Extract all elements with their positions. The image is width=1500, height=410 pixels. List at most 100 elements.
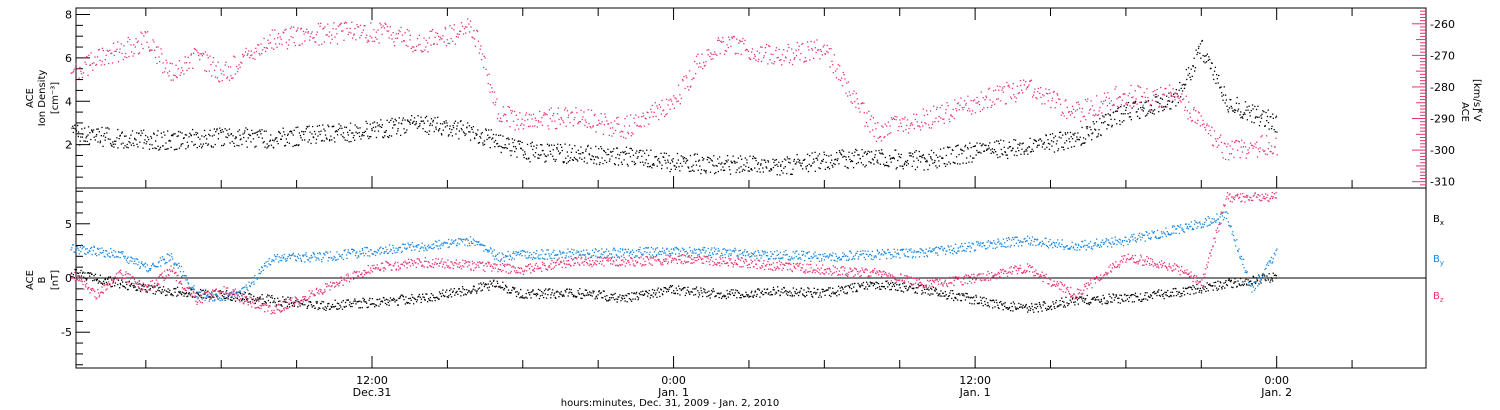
bx-point xyxy=(368,299,370,301)
velocity-vx-point xyxy=(748,57,750,59)
bx-point xyxy=(763,288,766,290)
bx-point xyxy=(492,280,495,282)
bx-point xyxy=(822,288,824,291)
velocity-vx-point xyxy=(1229,153,1231,155)
bx-point xyxy=(703,291,705,293)
velocity-vx-point xyxy=(665,98,668,101)
ion-density-point xyxy=(831,164,833,167)
velocity-vx-point xyxy=(91,63,94,65)
ion-density-point xyxy=(801,162,803,164)
by-point xyxy=(80,244,83,246)
bx-point xyxy=(1021,307,1024,309)
ion-density-point xyxy=(790,173,792,175)
ion-density-point xyxy=(786,172,788,175)
bx-point xyxy=(448,295,450,297)
velocity-vx-point xyxy=(1211,126,1213,128)
velocity-vx-point xyxy=(449,25,451,27)
velocity-vx-point xyxy=(879,136,881,138)
bx-point xyxy=(190,288,192,290)
ion-density-point xyxy=(1099,118,1101,120)
ion-density-point xyxy=(1051,145,1053,147)
by-point xyxy=(211,292,213,294)
velocity-vx-point xyxy=(532,113,535,115)
ion-density-point xyxy=(184,134,186,136)
bx-point xyxy=(456,290,458,293)
bx-point xyxy=(217,298,219,300)
ion-density-point xyxy=(356,126,358,128)
velocity-vx-point xyxy=(221,80,223,82)
ion-density-point xyxy=(1034,140,1037,142)
ion-density-point xyxy=(504,144,506,146)
bx-point xyxy=(679,288,681,290)
ion-density-point xyxy=(886,165,888,167)
ion-density-point xyxy=(182,137,185,140)
bx-point xyxy=(818,296,820,298)
velocity-vx-point xyxy=(1004,103,1007,105)
bx-point xyxy=(465,294,467,296)
velocity-vx-point xyxy=(258,44,260,46)
ion-density-point xyxy=(727,159,729,161)
velocity-vx-point xyxy=(1090,108,1092,110)
bx-point xyxy=(673,290,675,292)
bx-point xyxy=(1021,306,1023,308)
velocity-vx-point xyxy=(788,62,791,64)
by-point xyxy=(85,253,87,256)
bx-point xyxy=(1083,301,1086,303)
ion-density-point xyxy=(320,140,323,142)
ion-density-point xyxy=(209,135,211,137)
ion-density-point xyxy=(950,153,952,155)
ion-density-point xyxy=(449,125,451,127)
ion-density-point xyxy=(1100,134,1102,137)
bx-point xyxy=(481,289,484,291)
bx-point xyxy=(239,292,241,294)
ion-density-point xyxy=(1151,109,1153,111)
ion-density-point xyxy=(927,168,929,171)
bx-point xyxy=(1012,310,1014,312)
ion-density-point xyxy=(949,146,951,148)
velocity-vx-point xyxy=(205,70,208,73)
ion-density-point xyxy=(1211,62,1213,64)
bx-point xyxy=(849,287,851,289)
bx-point xyxy=(652,296,654,298)
ion-density-point xyxy=(556,147,558,149)
ion-density-point xyxy=(151,144,153,146)
velocity-vx-point xyxy=(1084,99,1087,101)
ion-density-point xyxy=(398,117,400,119)
ion-density-point xyxy=(653,164,655,166)
by-point xyxy=(75,250,77,253)
velocity-vx-point xyxy=(1017,92,1019,95)
velocity-vx-point xyxy=(117,41,119,43)
bx-point xyxy=(83,276,85,278)
ion-density-point xyxy=(1131,107,1133,109)
velocity-vx-point xyxy=(590,127,592,129)
ion-density-point xyxy=(234,137,236,140)
velocity-vx-point xyxy=(1104,99,1107,101)
ion-density-point xyxy=(986,148,988,150)
bx-point xyxy=(387,299,389,301)
bx-point xyxy=(92,280,94,282)
ion-density-point xyxy=(168,139,170,142)
ion-density-point xyxy=(142,147,144,149)
velocity-vx-point xyxy=(361,31,363,34)
ion-density-point xyxy=(128,141,130,143)
bx-point xyxy=(968,296,970,299)
velocity-vx-point xyxy=(566,110,569,112)
by-point xyxy=(148,269,150,272)
velocity-vx-point xyxy=(401,34,404,36)
ion-density-point xyxy=(1093,123,1095,125)
velocity-vx-point xyxy=(564,109,566,111)
bx-point xyxy=(809,291,811,293)
velocity-vx-point xyxy=(227,66,230,68)
bx-point xyxy=(234,300,237,302)
bx-point xyxy=(651,294,653,296)
bx-point xyxy=(164,294,167,297)
bx-point xyxy=(889,289,891,291)
ion-density-point xyxy=(688,170,691,173)
bx-point xyxy=(178,292,181,294)
bx-point xyxy=(979,296,982,298)
bx-point xyxy=(994,306,996,308)
bx-point xyxy=(1207,290,1209,292)
velocity-vx-point xyxy=(1165,87,1167,90)
velocity-vx-point xyxy=(652,116,654,118)
bx-point xyxy=(653,292,655,294)
